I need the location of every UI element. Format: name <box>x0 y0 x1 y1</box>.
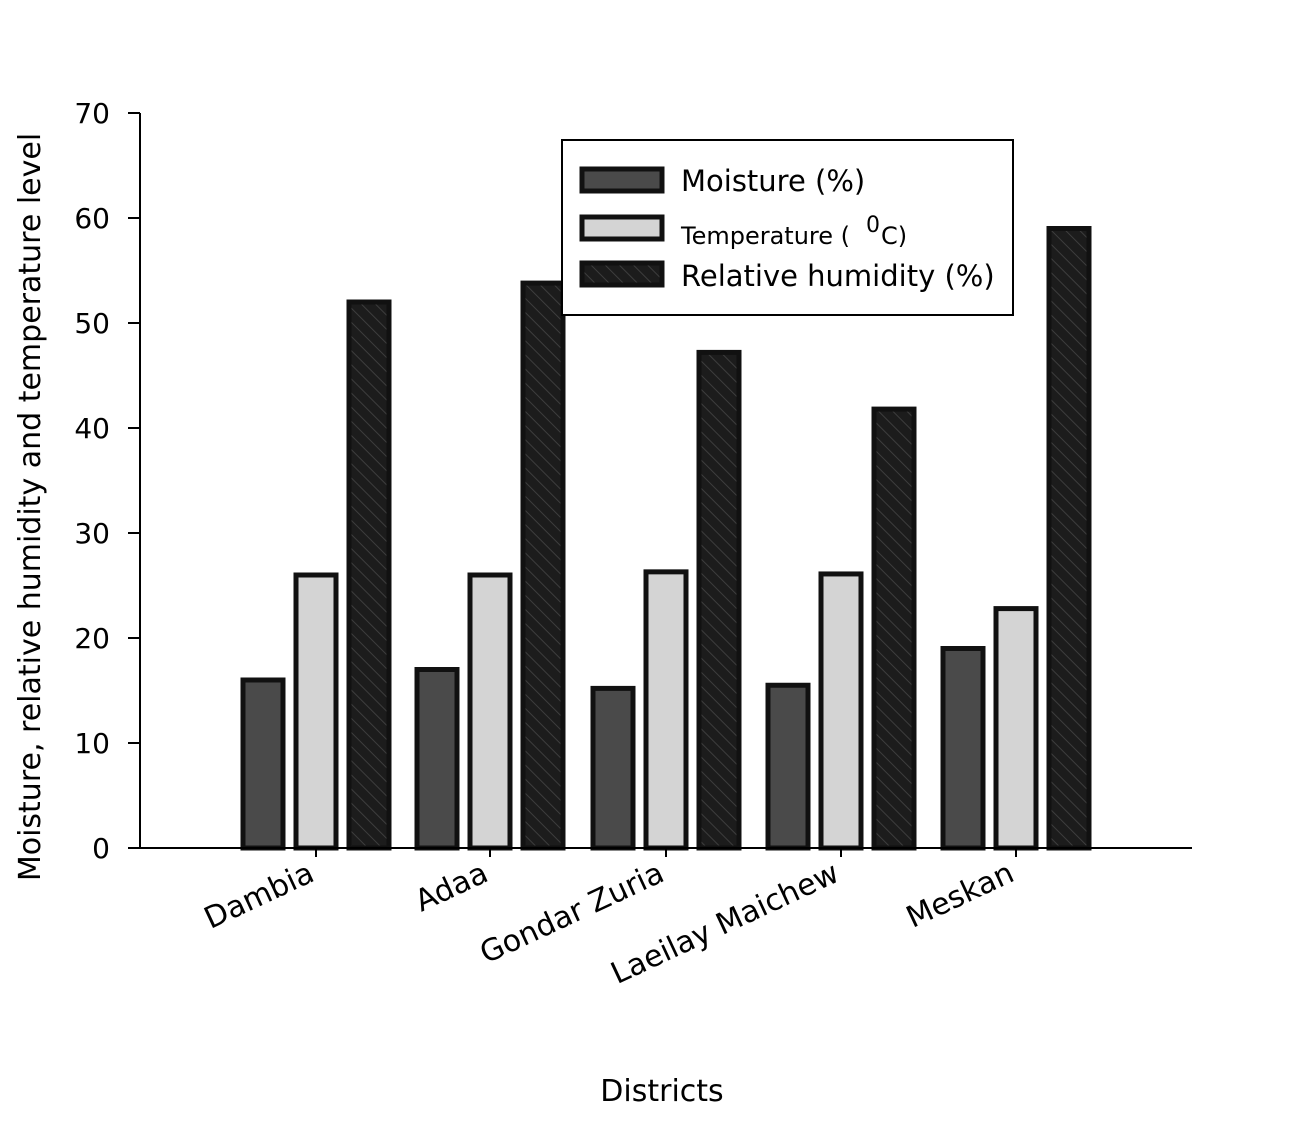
bar-humidity-4 <box>1046 226 1092 851</box>
y-tick-label: 50 <box>74 307 110 340</box>
legend-label-temperature: Temperature ( 0C) <box>680 213 907 250</box>
x-tick-label: Dambia <box>199 856 319 937</box>
legend-label-humidity: Relative humidity (%) <box>681 259 995 293</box>
y-tick-label: 60 <box>74 202 110 235</box>
y-tick-label: 0 <box>92 832 110 865</box>
legend-swatch-temperature <box>579 214 665 242</box>
bar-moisture-4 <box>940 646 986 851</box>
bar-humidity-3 <box>871 406 917 851</box>
bar-temperature-1 <box>467 572 513 851</box>
y-tick-label: 70 <box>74 97 110 130</box>
bar-humidity-1 <box>520 280 566 851</box>
x-axis-title: Districts <box>600 1074 723 1109</box>
legend: Moisture (%) Temperature ( 0C) Relative hu… <box>561 139 1014 316</box>
x-tick-label: Adaa <box>410 856 494 920</box>
legend-label-moisture: Moisture (%) <box>681 164 865 198</box>
x-tick-label: Meskan <box>901 856 1019 936</box>
bar-temperature-3 <box>818 571 864 851</box>
bar-humidity-0 <box>346 299 392 851</box>
bar-moisture-0 <box>240 677 286 851</box>
y-tick-label: 40 <box>74 412 110 445</box>
y-tick-label: 20 <box>74 622 110 655</box>
legend-swatch-moisture <box>579 166 665 194</box>
bar-temperature-0 <box>293 572 339 851</box>
y-axis-title: Moisture, relative humidity and temperat… <box>13 133 48 881</box>
bar-moisture-3 <box>765 682 811 851</box>
y-tick-label: 30 <box>74 517 110 550</box>
legend-temperature-sup: 0 <box>866 213 880 238</box>
legend-temperature-tail: C) <box>881 222 907 250</box>
plot-area <box>240 226 1092 851</box>
y-tick-label: 10 <box>74 727 110 760</box>
bar-moisture-2 <box>590 685 636 851</box>
bar-moisture-1 <box>414 667 460 851</box>
bar-humidity-2 <box>696 349 742 851</box>
bar-temperature-2 <box>643 569 689 851</box>
bar-temperature-4 <box>993 606 1039 851</box>
legend-swatch-humidity <box>579 260 665 288</box>
legend-temperature-main: Temperature ( <box>680 222 858 250</box>
